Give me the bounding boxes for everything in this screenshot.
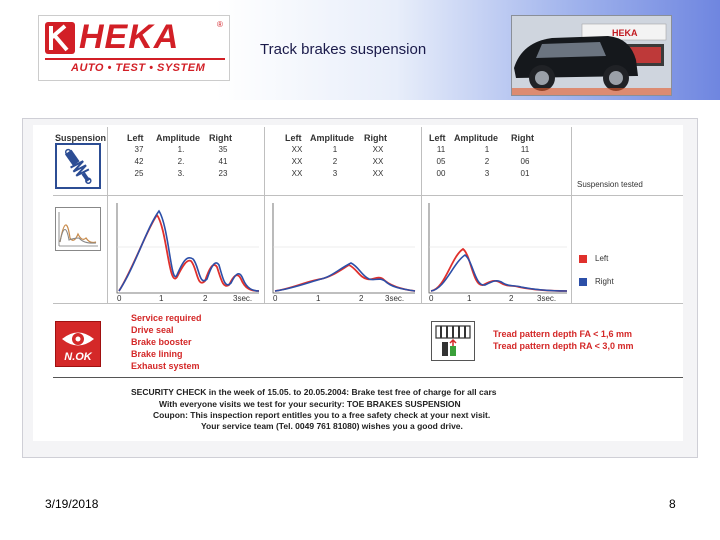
value-cell: 3. [177, 169, 185, 178]
service-item: Brake booster [131, 337, 192, 347]
value-cell: XX [372, 169, 384, 178]
grid-divider [421, 127, 422, 303]
legend-label-left: Left [595, 254, 609, 263]
logo-wordmark: HEKA [79, 18, 180, 56]
value-cell: 2 [484, 157, 490, 166]
x-tick: 1 [467, 294, 472, 303]
header-right-1: Right [209, 133, 232, 143]
security-check-line-1: SECURITY CHECK in the week of 15.05. to … [131, 387, 497, 397]
section-divider [53, 377, 683, 378]
value-cell: 1 [332, 145, 338, 154]
service-item: Exhaust system [131, 361, 200, 371]
header-amplitude-1: Amplitude [156, 133, 200, 143]
x-tick: 3sec. [385, 294, 405, 303]
grid-divider [107, 127, 108, 303]
value-cell: 25 [134, 169, 144, 178]
x-tick: 1 [159, 294, 164, 303]
security-check-line-3: Coupon: This inspection report entitles … [153, 410, 491, 420]
footer-date: 3/19/2018 [45, 497, 99, 511]
header-right-3: Right [511, 133, 534, 143]
x-tick: 2 [203, 294, 208, 303]
value-cell: 11 [520, 145, 530, 154]
value-cell: 23 [218, 169, 228, 178]
value-cell: 00 [436, 169, 446, 178]
value-cell: 05 [436, 157, 446, 166]
value-cell: XX [291, 157, 303, 166]
x-tick: 0 [117, 294, 122, 303]
footer-page-number: 8 [669, 497, 676, 511]
photo-badge: HEKA [612, 28, 638, 38]
x-tick: 3sec. [537, 294, 557, 303]
tire-tread-icon [431, 321, 475, 361]
grid-divider [53, 303, 683, 304]
logo-divider [45, 58, 225, 60]
x-tick: 3sec. [233, 294, 253, 303]
header-right-2: Right [364, 133, 387, 143]
x-tick: 0 [429, 294, 434, 303]
security-check-line-4: Your service team (Tel. 0049 761 81080) … [201, 421, 463, 431]
grid-divider [264, 127, 265, 303]
service-item: Service required [131, 313, 202, 323]
suspension-tested-note: Suspension tested [577, 180, 643, 189]
value-cell: XX [372, 157, 384, 166]
value-cell: 01 [520, 169, 530, 178]
test-report-panel: Suspension Left Amplitude Right Left Amp… [22, 118, 698, 458]
x-tick: 2 [509, 294, 514, 303]
logo-emblem-icon [45, 22, 75, 54]
header-left-3: Left [429, 133, 446, 143]
grid-divider [53, 195, 683, 196]
value-cell: 2. [177, 157, 185, 166]
slide-title: Track brakes suspension [260, 41, 427, 58]
value-cell: 35 [218, 145, 228, 154]
logo-registered-mark: ® [217, 20, 223, 29]
value-cell: 2 [332, 157, 338, 166]
logo-top: HEKA ® [45, 18, 225, 56]
header-left-1: Left [127, 133, 144, 143]
value-cell: 41 [218, 157, 228, 166]
car-on-test-stand-photo: HEKA [511, 15, 672, 96]
value-cell: XX [291, 145, 303, 154]
header-left-2: Left [285, 133, 302, 143]
value-cell: 42 [134, 157, 144, 166]
service-item: Drive seal [131, 325, 174, 335]
heka-logo: HEKA ® AUTO • TEST • SYSTEM [38, 15, 230, 81]
value-cell: XX [291, 169, 303, 178]
x-tick: 2 [359, 294, 364, 303]
legend-swatch-left [579, 255, 587, 263]
header-suspension: Suspension [55, 133, 107, 143]
x-tick: 0 [273, 294, 278, 303]
tread-depth-fa: Tread pattern depth FA < 1,6 mm [493, 329, 632, 339]
tread-depth-ra: Tread pattern depth RA < 3,0 mm [493, 341, 634, 351]
suspension-chart-1 [116, 203, 260, 294]
logo-tagline: AUTO • TEST • SYSTEM [71, 62, 206, 74]
shock-absorber-icon [55, 143, 101, 189]
x-tick: 1 [316, 294, 321, 303]
nok-label: N.OK [64, 351, 92, 363]
header-amplitude-3: Amplitude [454, 133, 498, 143]
oscillation-graph-icon [55, 207, 101, 251]
service-item: Brake lining [131, 349, 183, 359]
value-cell: 3 [484, 169, 490, 178]
value-cell: 06 [520, 157, 530, 166]
nok-status-badge: N.OK [55, 321, 101, 367]
eye-icon [62, 332, 94, 346]
value-cell: 1 [484, 145, 490, 154]
header-amplitude-2: Amplitude [310, 133, 354, 143]
value-cell: 3 [332, 169, 338, 178]
legend-swatch-right [579, 278, 587, 286]
legend-label-right: Right [595, 277, 614, 286]
value-cell: 37 [134, 145, 144, 154]
security-check-line-2: With everyone visits we test for your se… [159, 399, 461, 409]
suspension-chart-2 [272, 203, 416, 294]
suspension-chart-3 [428, 203, 568, 294]
grid-divider [571, 127, 572, 303]
value-cell: 11 [436, 145, 446, 154]
value-cell: 1. [177, 145, 185, 154]
value-cell: XX [372, 145, 384, 154]
test-report-sheet: Suspension Left Amplitude Right Left Amp… [33, 125, 683, 441]
